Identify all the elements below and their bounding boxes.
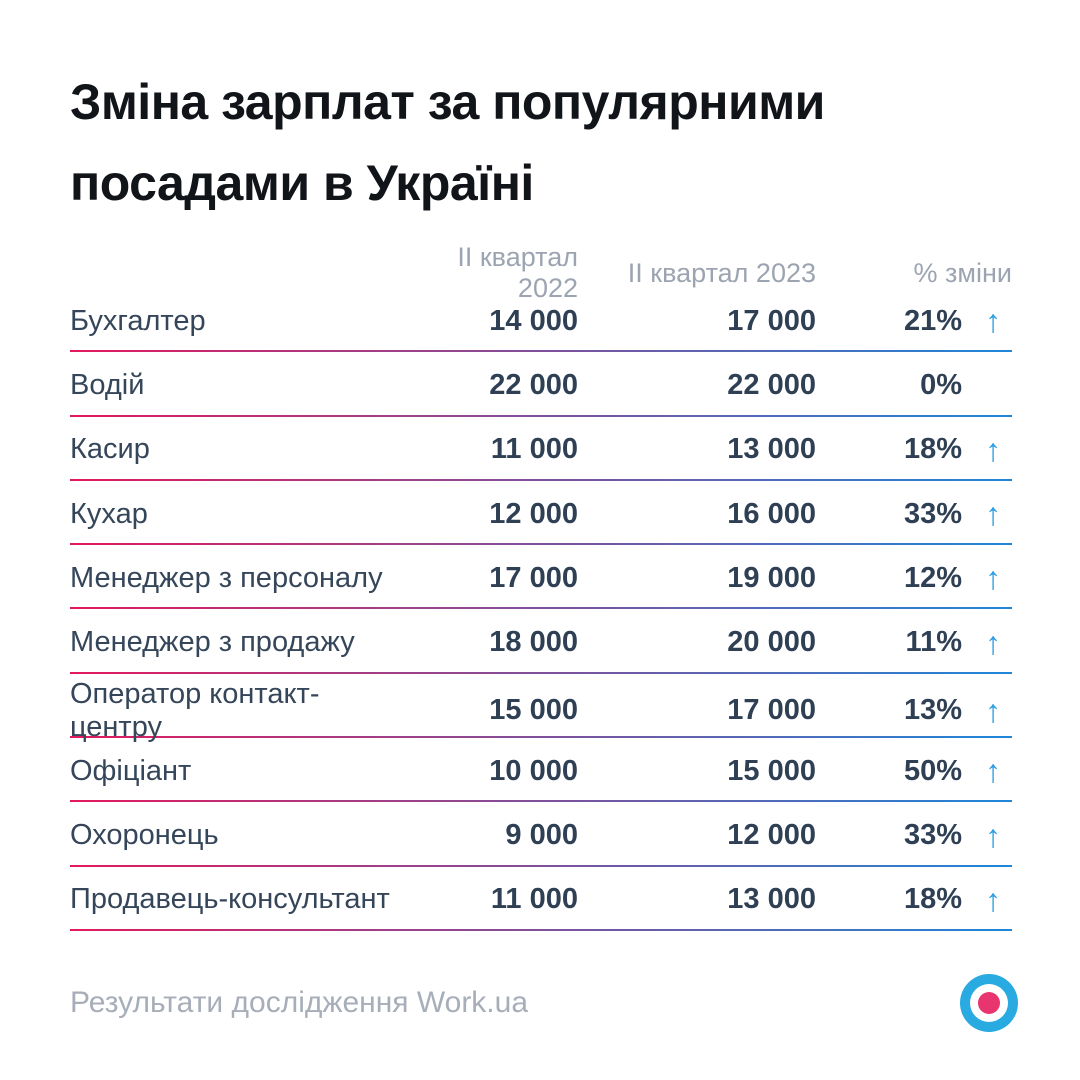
job-title-label: Бухгалтер (70, 304, 206, 337)
percent-change-value: 18% (903, 883, 962, 916)
salary-2023-value: 22 000 (727, 368, 816, 401)
salary-2022-value: 15 000 (489, 694, 578, 727)
salary-2023-value: 12 000 (727, 819, 816, 852)
salary-2022-value: 14 000 (489, 304, 578, 337)
percent-change-value: 50% (903, 754, 962, 787)
arrow-up-icon: ↑ (985, 753, 1001, 790)
table-row: Менеджер з продажу 18 000 20 000 11% ↑ (70, 609, 1012, 674)
salary-2023-value: 13 000 (727, 883, 816, 916)
percent-change-value: 13% (903, 694, 962, 727)
content-area: Зміна зарплат за популярними посадами в … (70, 0, 1012, 931)
salary-2022-value: 22 000 (489, 368, 578, 401)
percent-change-cell: 11% ↑ (816, 626, 1012, 659)
arrow-up-icon: ↑ (985, 560, 1001, 597)
job-title-label: Охоронець (70, 819, 219, 852)
table-row: Водій 22 000 22 000 0% (70, 352, 1012, 417)
table-header: II квартал 2022 II квартал 2023 % зміни (70, 242, 1012, 303)
arrow-up-icon: ↑ (985, 496, 1001, 533)
percent-change-value: 0% (920, 368, 962, 401)
percent-change-cell: 0% (816, 369, 1012, 402)
job-title-label: Водій (70, 368, 145, 401)
table-row: Офіціант 10 000 15 000 50% ↑ (70, 738, 1012, 803)
table-row: Менеджер з персоналу 17 000 19 000 12% ↑ (70, 545, 1012, 610)
work-ua-logo (960, 974, 1018, 1032)
salary-2023-value: 17 000 (727, 304, 816, 337)
arrow-up-icon: ↑ (985, 817, 1001, 854)
percent-change-cell: 12% ↑ (816, 562, 1012, 595)
table-row: Продавець-консультант 11 000 13 000 18% … (70, 866, 1012, 931)
salary-2022-value: 10 000 (489, 754, 578, 787)
column-header-q2-2022: II квартал 2022 (457, 242, 578, 303)
percent-change-cell: 33% ↑ (816, 819, 1012, 852)
table-row: Оператор контакт-центру 15 000 17 000 13… (70, 673, 1012, 743)
salary-2023-value: 17 000 (727, 694, 816, 727)
arrow-up-icon: ↑ (985, 881, 1001, 918)
job-title-label: Офіціант (70, 754, 192, 787)
salary-2023-value: 15 000 (727, 754, 816, 787)
page-title-line-2: посадами в Україні (70, 155, 534, 211)
column-header-percent-change: % зміни (913, 257, 1012, 288)
job-title-label: Кухар (70, 497, 148, 530)
source-caption: Результати дослідження Work.ua (70, 986, 529, 1019)
percent-change-cell: 33% ↑ (816, 498, 1012, 531)
table-row: Бухгалтер 14 000 17 000 21% ↑ (70, 288, 1012, 353)
table-row: Охоронець 9 000 12 000 33% ↑ (70, 802, 1012, 867)
percent-change-cell: 18% ↑ (816, 883, 1012, 916)
job-title-label: Касир (70, 433, 150, 466)
salary-2022-value: 12 000 (489, 497, 578, 530)
job-title-label: Менеджер з продажу (70, 626, 355, 659)
salary-2022-value: 17 000 (489, 561, 578, 594)
percent-change-value: 33% (903, 819, 962, 852)
percent-change-cell: 18% ↑ (816, 433, 1012, 466)
percent-change-value: 12% (903, 561, 962, 594)
percent-change-value: 11% (905, 626, 962, 659)
arrow-up-icon: ↑ (985, 692, 1001, 729)
table-row: Кухар 12 000 16 000 33% ↑ (70, 480, 1012, 546)
arrow-up-icon: ↑ (985, 303, 1001, 340)
page-title-line-1: Зміна зарплат за популярними (70, 74, 825, 130)
percent-change-value: 21% (903, 304, 962, 337)
column-header-q2-2023: II квартал 2023 (627, 257, 816, 288)
job-title-label: Оператор контакт-центру (70, 677, 320, 743)
salary-2022-value: 18 000 (489, 626, 578, 659)
salary-2023-value: 19 000 (727, 561, 816, 594)
salary-2023-value: 20 000 (727, 626, 816, 659)
percent-change-cell: 50% ↑ (816, 755, 1012, 788)
salary-2022-value: 11 000 (490, 883, 578, 916)
job-title-label: Продавець-консультант (70, 883, 390, 916)
percent-change-value: 33% (903, 497, 962, 530)
job-title-label: Менеджер з персоналу (70, 561, 383, 594)
footer: Результати дослідження Work.ua (70, 970, 1020, 1036)
page-title: Зміна зарплат за популярними посадами в … (70, 62, 1012, 224)
arrow-up-icon: ↑ (985, 431, 1001, 468)
salary-2022-value: 11 000 (490, 433, 578, 466)
percent-change-value: 18% (903, 433, 962, 466)
salary-2023-value: 16 000 (727, 497, 816, 530)
salary-2023-value: 13 000 (727, 433, 816, 466)
percent-change-cell: 13% ↑ (816, 694, 1012, 727)
arrow-up-icon: ↑ (985, 624, 1001, 661)
table-row: Касир 11 000 13 000 18% ↑ (70, 416, 1012, 481)
salary-2022-value: 9 000 (505, 819, 578, 852)
salary-table: Бухгалтер 14 000 17 000 21% ↑ Водій 22 0… (70, 288, 1012, 931)
percent-change-cell: 21% ↑ (816, 305, 1012, 338)
logo-center-dot (978, 992, 1000, 1014)
